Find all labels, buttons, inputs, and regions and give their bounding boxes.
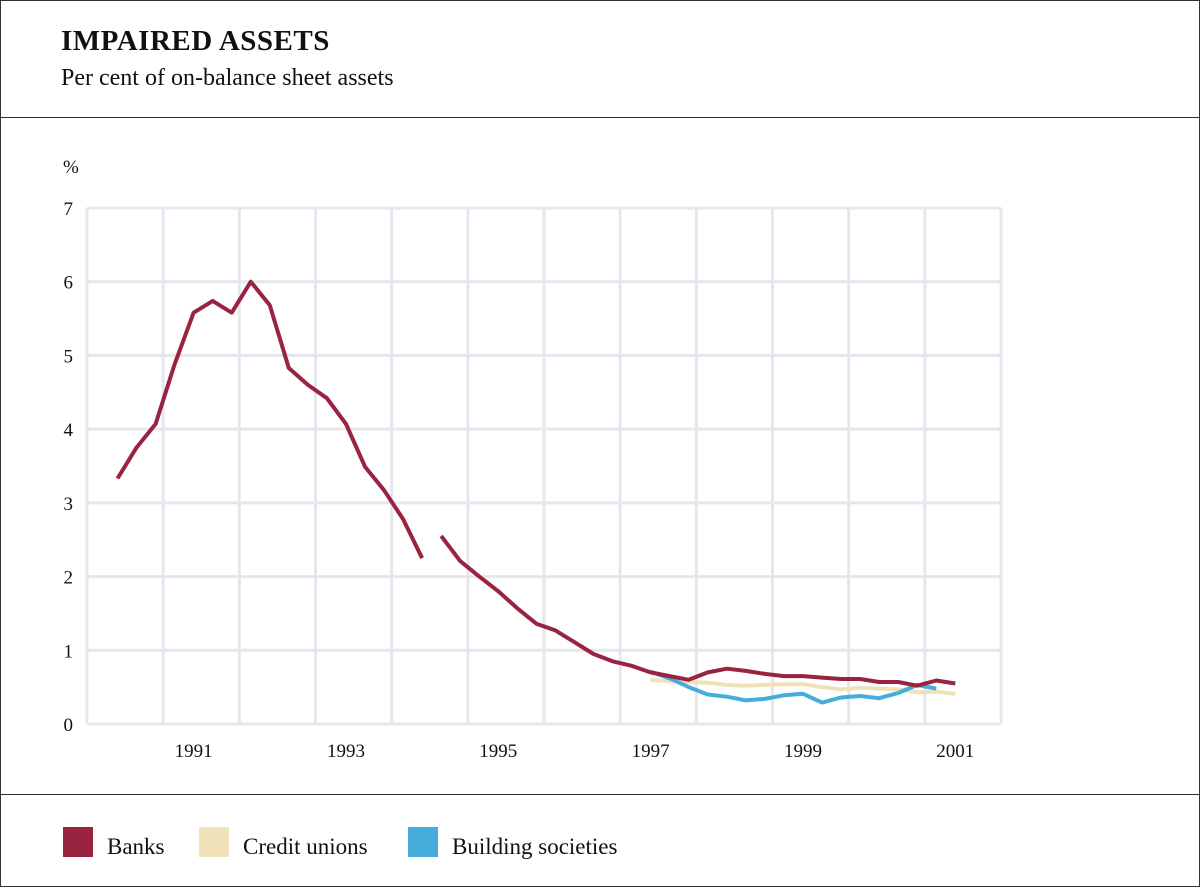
x-tick-label: 1995 bbox=[479, 741, 517, 762]
gridlines bbox=[85, 206, 1003, 724]
y-tick-label: 7 bbox=[64, 199, 74, 220]
y-tick-label: 0 bbox=[64, 715, 74, 736]
x-tick-label: 1991 bbox=[175, 741, 213, 762]
series-line-banks bbox=[115, 279, 424, 559]
series-line-building-societies bbox=[649, 669, 937, 705]
x-tick-label: 1999 bbox=[784, 741, 822, 762]
x-tick-label: 1993 bbox=[327, 741, 365, 762]
legend-label-banks: Banks bbox=[107, 834, 165, 859]
series-layer bbox=[115, 279, 956, 705]
y-tick-label: 2 bbox=[64, 568, 74, 589]
x-tick-label: 1997 bbox=[632, 741, 670, 762]
series-line-banks bbox=[439, 534, 956, 688]
y-tick-label: 1 bbox=[64, 641, 74, 662]
legend-swatch-credit-unions bbox=[199, 827, 229, 857]
plot-area: 0 1 2 3 4 5 6 7% 1991 1993 1995 1997 1999 2001 bbox=[63, 157, 1003, 762]
y-tick-label: 3 bbox=[64, 494, 74, 515]
y-axis-unit-label: % bbox=[63, 157, 79, 178]
x-tick-label: 2001 bbox=[936, 741, 974, 762]
chart-title: IMPAIRED ASSETS bbox=[61, 25, 330, 57]
chart-subtitle: Per cent of on-balance sheet assets bbox=[61, 65, 394, 91]
y-tick-label: 5 bbox=[64, 346, 74, 367]
legend-label-building-societies: Building societies bbox=[452, 834, 618, 859]
legend-swatch-banks bbox=[63, 827, 93, 857]
y-tick-label: 6 bbox=[64, 273, 74, 294]
legend: Banks Credit unions Building societies bbox=[1, 794, 1199, 887]
legend-label-credit-unions: Credit unions bbox=[243, 834, 368, 859]
axes: 0 1 2 3 4 5 6 7% 1991 1993 1995 1997 1999 2001 bbox=[63, 157, 1001, 762]
legend-swatch-building-societies bbox=[408, 827, 438, 857]
chart-header: IMPAIRED ASSETS Per cent of on-balance s… bbox=[1, 1, 1199, 118]
y-tick-label: 4 bbox=[64, 420, 74, 441]
